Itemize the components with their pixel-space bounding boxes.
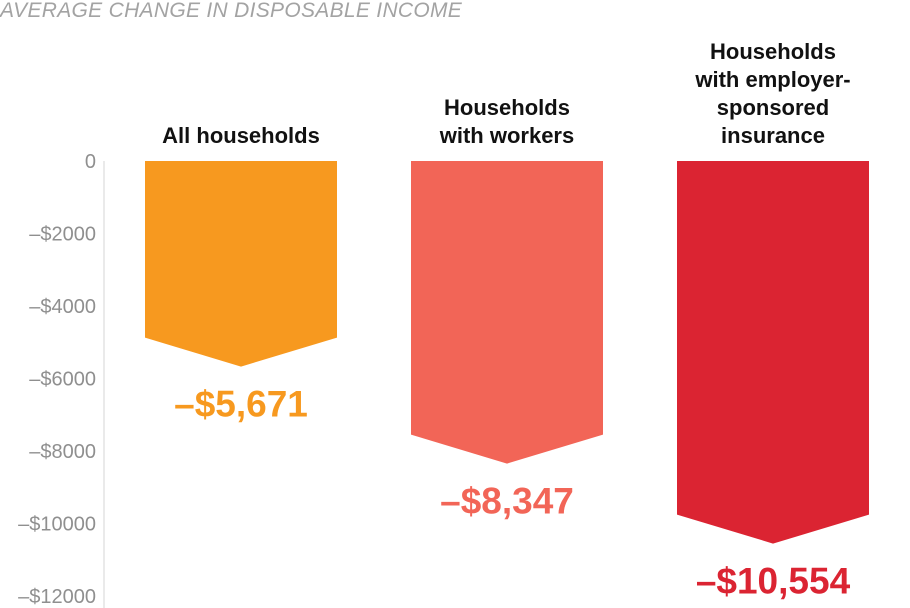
bar	[677, 161, 869, 544]
category-label: Households	[710, 39, 836, 64]
y-tick-label: 0	[85, 151, 96, 173]
y-axis: 0 –$2000 –$4000 –$6000 –$8000 –$10000 –$12000	[18, 151, 96, 608]
category-label: insurance	[721, 123, 825, 148]
bars-group	[145, 161, 869, 544]
y-tick-label: –$6000	[29, 369, 96, 391]
bar	[145, 161, 337, 367]
category-label: All households	[162, 123, 320, 148]
y-tick-label: –$8000	[29, 441, 96, 463]
category-label: with employer-	[694, 67, 850, 92]
category-label: sponsored	[717, 95, 829, 120]
category-label: with workers	[439, 123, 574, 148]
value-label: –$8,347	[440, 481, 574, 522]
y-tick-label: –$10000	[18, 514, 96, 536]
value-label: –$5,671	[174, 384, 308, 425]
y-tick-label: –$2000	[29, 224, 96, 246]
value-labels: –$5,671 –$8,347 –$10,554	[174, 384, 850, 602]
y-tick-label: –$12000	[18, 586, 96, 608]
bar	[411, 161, 603, 464]
value-label: –$10,554	[696, 561, 851, 602]
category-label: Households	[444, 95, 570, 120]
category-labels: All households Households with workers Hous…	[162, 39, 850, 148]
y-tick-label: –$4000	[29, 296, 96, 318]
chart-title: AVERAGE CHANGE IN DISPOSABLE INCOME	[0, 0, 463, 22]
